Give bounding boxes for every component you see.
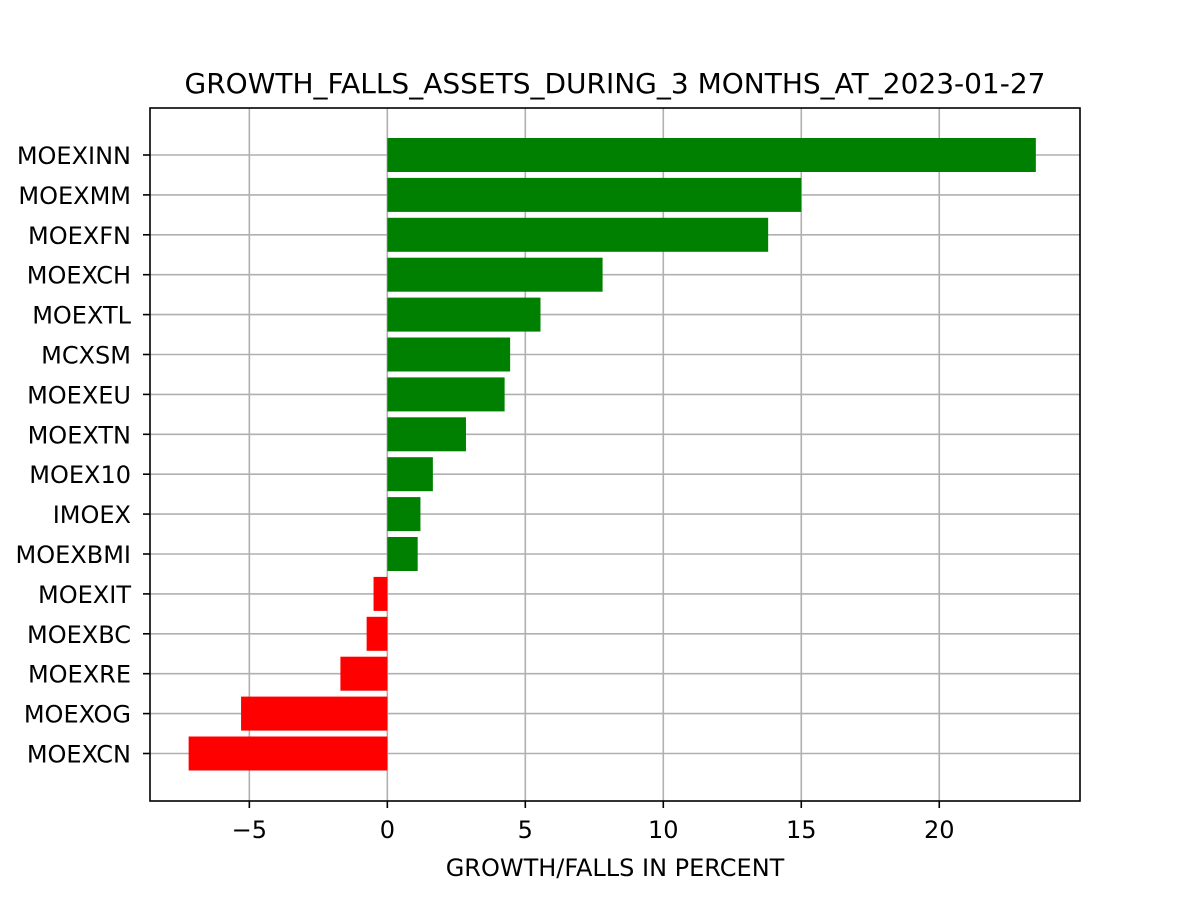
bar-moexch xyxy=(387,257,603,292)
bar-moex10 xyxy=(387,457,433,492)
bar-moexre xyxy=(340,656,388,691)
y-tick-label-mcxsm: MCXSM xyxy=(41,342,131,370)
x-tick-label: 15 xyxy=(786,816,817,844)
bar-moexbc xyxy=(366,616,388,651)
chart-title: GROWTH_FALLS_ASSETS_DURING_3 MONTHS_AT_2… xyxy=(185,67,1046,100)
bar-mcxsm xyxy=(387,337,511,372)
x-axis-ticks: −5 0 5 10 15 20 xyxy=(232,801,955,844)
bar-moexog xyxy=(241,696,388,731)
bar-moexbmi xyxy=(387,537,418,571)
bar-moexit xyxy=(373,576,388,611)
y-tick-label-moexog: MOEXOG xyxy=(24,701,131,729)
axes-frame xyxy=(149,107,1081,802)
y-tick-label-moextn: MOEXTN xyxy=(28,421,131,449)
bar-imoex xyxy=(387,497,421,532)
x-tick-label: 20 xyxy=(924,816,955,844)
y-tick-label-moexfn: MOEXFN xyxy=(28,222,131,250)
y-tick-label-moexcn: MOEXCN xyxy=(27,741,131,769)
x-tick-label: 0 xyxy=(380,816,395,844)
x-axis-label: GROWTH/FALLS IN PERCENT xyxy=(446,854,785,882)
bar-moexinn xyxy=(387,138,1036,172)
bar-moexmm xyxy=(387,177,802,212)
bars xyxy=(188,138,1036,771)
bar-moextn xyxy=(387,417,466,452)
bar-moexfn xyxy=(387,217,769,252)
x-tick-label: 10 xyxy=(648,816,679,844)
bar-moexeu xyxy=(387,377,505,412)
y-tick-label-moexbc: MOEXBC xyxy=(27,621,131,649)
x-tick-label: −5 xyxy=(232,816,267,844)
y-axis-ticks: MOEXINN MOEXMM MOEXFN MOEXCH MOEXTL MCXSM MOEX… xyxy=(16,142,150,769)
grid-lines xyxy=(150,108,1080,801)
y-tick-label-imoex: IMOEX xyxy=(53,501,131,529)
x-tick-label: 5 xyxy=(518,816,533,844)
y-tick-label-moexch: MOEXCH xyxy=(27,262,131,290)
y-tick-label-moexeu: MOEXEU xyxy=(27,381,131,409)
y-tick-label-moexbmi: MOEXBMI xyxy=(16,541,131,569)
y-tick-label-moex10: MOEX10 xyxy=(29,461,131,489)
y-tick-label-moexre: MOEXRE xyxy=(28,661,131,689)
y-tick-label-moexmm: MOEXMM xyxy=(18,182,131,210)
y-tick-label-moexit: MOEXIT xyxy=(38,581,131,609)
bar-moextl xyxy=(387,297,541,332)
y-tick-label-moexinn: MOEXINN xyxy=(17,142,131,170)
bar-moexcn xyxy=(188,736,388,771)
y-tick-label-moextl: MOEXTL xyxy=(32,302,131,330)
